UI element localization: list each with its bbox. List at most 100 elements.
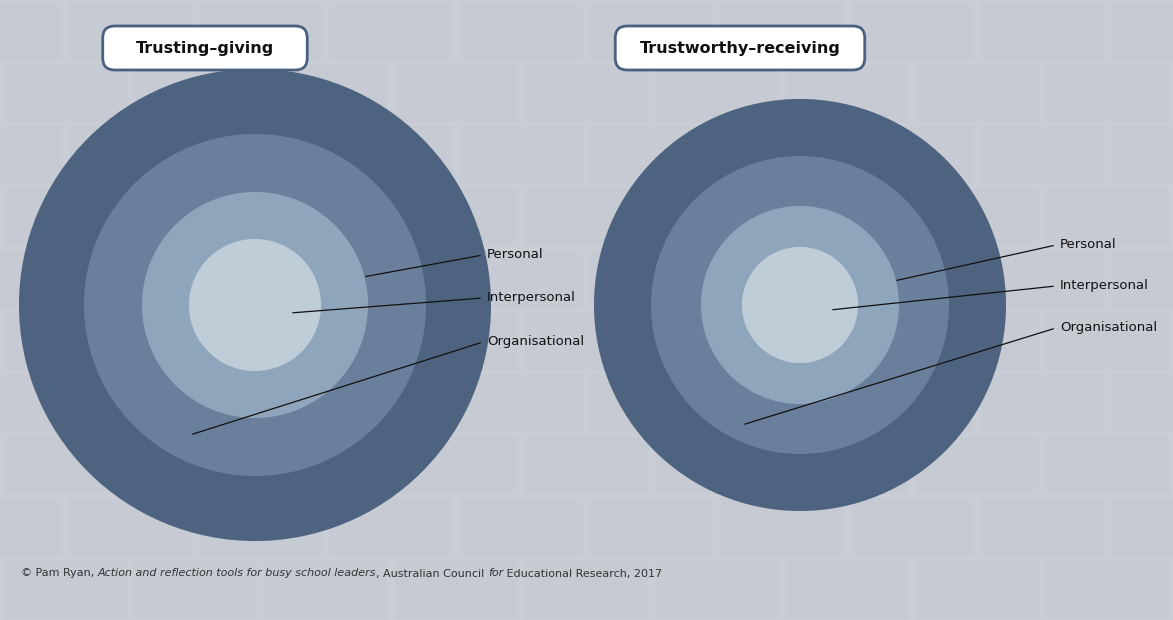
FancyBboxPatch shape bbox=[1111, 250, 1173, 308]
FancyBboxPatch shape bbox=[394, 436, 517, 494]
FancyBboxPatch shape bbox=[1046, 64, 1169, 122]
FancyBboxPatch shape bbox=[4, 312, 127, 370]
FancyBboxPatch shape bbox=[330, 250, 453, 308]
FancyBboxPatch shape bbox=[460, 374, 583, 432]
FancyBboxPatch shape bbox=[134, 64, 257, 122]
FancyBboxPatch shape bbox=[330, 374, 453, 432]
FancyBboxPatch shape bbox=[981, 250, 1104, 308]
FancyBboxPatch shape bbox=[720, 374, 843, 432]
FancyBboxPatch shape bbox=[720, 498, 843, 556]
FancyBboxPatch shape bbox=[199, 2, 323, 60]
FancyBboxPatch shape bbox=[330, 498, 453, 556]
FancyBboxPatch shape bbox=[134, 188, 257, 246]
Circle shape bbox=[20, 70, 490, 540]
FancyBboxPatch shape bbox=[786, 436, 909, 494]
Text: for: for bbox=[488, 569, 503, 578]
FancyBboxPatch shape bbox=[916, 560, 1039, 618]
FancyBboxPatch shape bbox=[69, 374, 192, 432]
Circle shape bbox=[190, 240, 320, 370]
Text: Trusting–giving: Trusting–giving bbox=[136, 40, 274, 56]
FancyBboxPatch shape bbox=[199, 374, 323, 432]
FancyBboxPatch shape bbox=[0, 2, 62, 60]
Circle shape bbox=[84, 135, 425, 475]
FancyBboxPatch shape bbox=[720, 250, 843, 308]
FancyBboxPatch shape bbox=[460, 250, 583, 308]
FancyBboxPatch shape bbox=[656, 64, 779, 122]
FancyBboxPatch shape bbox=[590, 2, 713, 60]
Circle shape bbox=[743, 248, 857, 362]
Text: Personal: Personal bbox=[487, 249, 543, 262]
FancyBboxPatch shape bbox=[590, 126, 713, 184]
FancyBboxPatch shape bbox=[134, 560, 257, 618]
FancyBboxPatch shape bbox=[590, 250, 713, 308]
FancyBboxPatch shape bbox=[0, 374, 62, 432]
FancyBboxPatch shape bbox=[850, 2, 974, 60]
FancyBboxPatch shape bbox=[524, 312, 649, 370]
FancyBboxPatch shape bbox=[264, 188, 387, 246]
FancyBboxPatch shape bbox=[1111, 2, 1173, 60]
Text: Organisational: Organisational bbox=[487, 335, 584, 348]
FancyBboxPatch shape bbox=[394, 188, 517, 246]
FancyBboxPatch shape bbox=[981, 126, 1104, 184]
FancyBboxPatch shape bbox=[1111, 374, 1173, 432]
FancyBboxPatch shape bbox=[199, 250, 323, 308]
FancyBboxPatch shape bbox=[4, 436, 127, 494]
FancyBboxPatch shape bbox=[134, 436, 257, 494]
FancyBboxPatch shape bbox=[460, 2, 583, 60]
FancyBboxPatch shape bbox=[1046, 188, 1169, 246]
FancyBboxPatch shape bbox=[656, 312, 779, 370]
Text: Educational Research, 2017: Educational Research, 2017 bbox=[503, 569, 663, 578]
Text: Personal: Personal bbox=[1060, 239, 1117, 252]
FancyBboxPatch shape bbox=[69, 498, 192, 556]
FancyBboxPatch shape bbox=[4, 560, 127, 618]
Text: © Pam Ryan,: © Pam Ryan, bbox=[21, 569, 97, 578]
FancyBboxPatch shape bbox=[786, 560, 909, 618]
FancyBboxPatch shape bbox=[786, 64, 909, 122]
FancyBboxPatch shape bbox=[1046, 436, 1169, 494]
FancyBboxPatch shape bbox=[460, 498, 583, 556]
FancyBboxPatch shape bbox=[264, 312, 387, 370]
Text: Action and reflection tools for busy school leaders: Action and reflection tools for busy sch… bbox=[97, 569, 377, 578]
FancyBboxPatch shape bbox=[69, 126, 192, 184]
FancyBboxPatch shape bbox=[850, 498, 974, 556]
FancyBboxPatch shape bbox=[394, 312, 517, 370]
FancyBboxPatch shape bbox=[69, 250, 192, 308]
FancyBboxPatch shape bbox=[720, 126, 843, 184]
Text: Organisational: Organisational bbox=[1060, 322, 1157, 335]
FancyBboxPatch shape bbox=[916, 64, 1039, 122]
Circle shape bbox=[652, 157, 948, 453]
Text: Interpersonal: Interpersonal bbox=[487, 291, 576, 304]
Circle shape bbox=[595, 100, 1005, 510]
FancyBboxPatch shape bbox=[264, 560, 387, 618]
FancyBboxPatch shape bbox=[134, 312, 257, 370]
FancyBboxPatch shape bbox=[656, 560, 779, 618]
FancyBboxPatch shape bbox=[0, 498, 62, 556]
FancyBboxPatch shape bbox=[916, 436, 1039, 494]
FancyBboxPatch shape bbox=[394, 560, 517, 618]
FancyBboxPatch shape bbox=[981, 2, 1104, 60]
FancyBboxPatch shape bbox=[981, 374, 1104, 432]
FancyBboxPatch shape bbox=[616, 26, 865, 70]
FancyBboxPatch shape bbox=[0, 250, 62, 308]
FancyBboxPatch shape bbox=[0, 126, 62, 184]
FancyBboxPatch shape bbox=[590, 498, 713, 556]
FancyBboxPatch shape bbox=[1046, 312, 1169, 370]
FancyBboxPatch shape bbox=[916, 188, 1039, 246]
Text: Interpersonal: Interpersonal bbox=[1060, 280, 1148, 293]
FancyBboxPatch shape bbox=[916, 312, 1039, 370]
FancyBboxPatch shape bbox=[524, 560, 649, 618]
Text: Trustworthy–receiving: Trustworthy–receiving bbox=[639, 40, 840, 56]
FancyBboxPatch shape bbox=[69, 2, 192, 60]
FancyBboxPatch shape bbox=[981, 498, 1104, 556]
Circle shape bbox=[143, 193, 367, 417]
FancyBboxPatch shape bbox=[460, 126, 583, 184]
FancyBboxPatch shape bbox=[1046, 560, 1169, 618]
FancyBboxPatch shape bbox=[524, 64, 649, 122]
FancyBboxPatch shape bbox=[656, 436, 779, 494]
FancyBboxPatch shape bbox=[850, 374, 974, 432]
FancyBboxPatch shape bbox=[330, 2, 453, 60]
FancyBboxPatch shape bbox=[199, 498, 323, 556]
FancyBboxPatch shape bbox=[590, 374, 713, 432]
FancyBboxPatch shape bbox=[1111, 498, 1173, 556]
FancyBboxPatch shape bbox=[850, 126, 974, 184]
